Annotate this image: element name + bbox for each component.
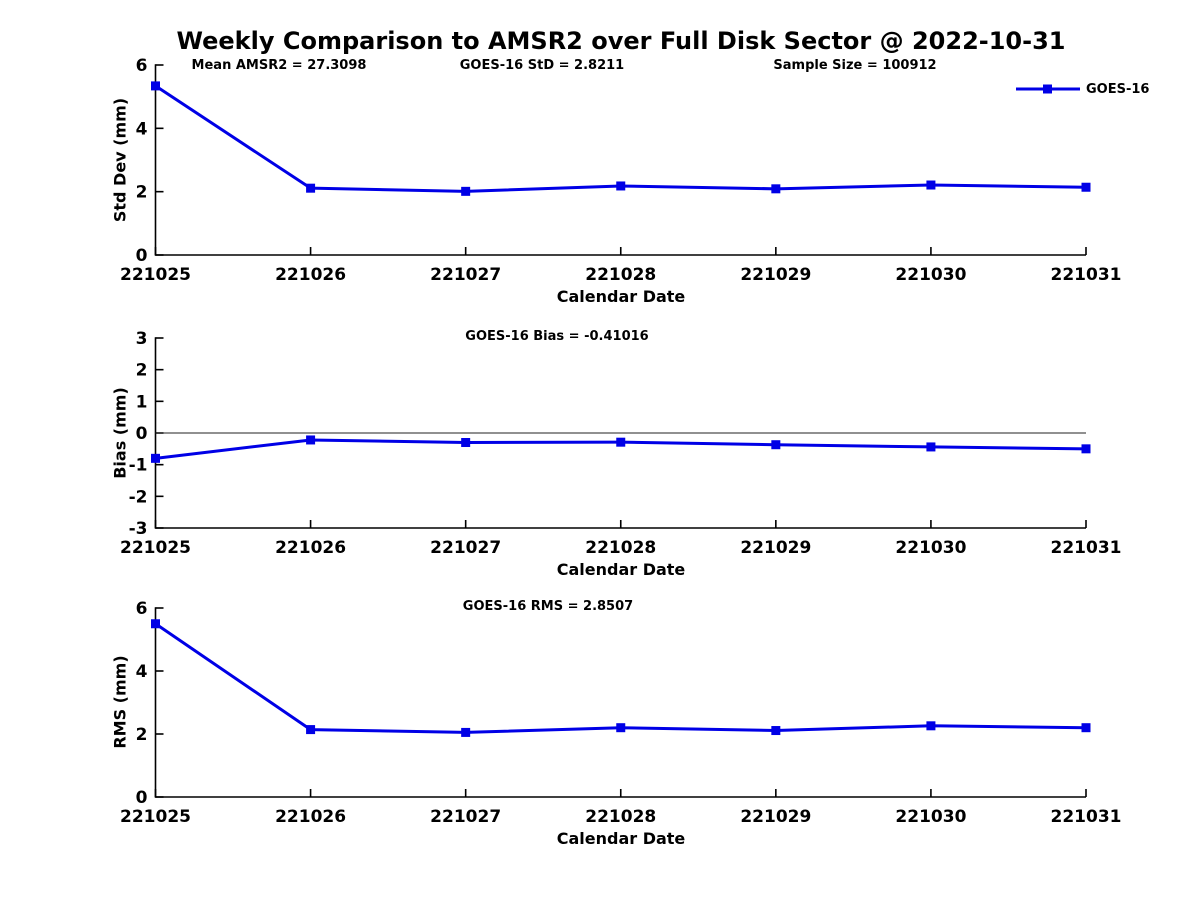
- x-tick-label: 221030: [895, 538, 966, 558]
- data-point-marker: [616, 723, 626, 733]
- x-tick-label: 221027: [430, 807, 501, 827]
- x-tick-label: 221028: [585, 538, 656, 558]
- x-tick-label: 221028: [585, 265, 656, 285]
- x-axis-label-calendar-date: Calendar Date: [556, 560, 686, 579]
- y-tick-label: 2: [136, 725, 148, 745]
- data-point-marker: [771, 184, 781, 194]
- x-axis-label-calendar-date: Calendar Date: [556, 287, 686, 306]
- x-tick-label: 221030: [895, 265, 966, 285]
- y-tick-label: 2: [136, 183, 148, 203]
- x-tick-label: 221027: [430, 538, 501, 558]
- y-tick-label: 1: [136, 392, 148, 412]
- y-tick-label: 0: [136, 246, 148, 266]
- y-tick-label: 0: [136, 424, 148, 444]
- x-tick-label: 221025: [120, 265, 191, 285]
- legend-line-marker-swatch: [1016, 84, 1080, 94]
- x-tick-label: 221031: [1051, 265, 1122, 285]
- x-tick-label: 221031: [1051, 538, 1122, 558]
- x-tick-label: 221025: [120, 807, 191, 827]
- data-point-marker: [306, 435, 316, 445]
- y-axis-label-rms: RMS (mm): [110, 655, 130, 749]
- y-tick-label: 6: [136, 599, 148, 619]
- x-axis-label-calendar-date: Calendar Date: [556, 829, 686, 848]
- data-point-marker: [306, 725, 316, 735]
- data-point-marker: [771, 726, 781, 736]
- x-tick-label: 221029: [740, 265, 811, 285]
- subplot-std-dev: 0 2 4 6 221025 221026 221027 221028 221029 221030…: [120, 56, 1121, 285]
- data-point-marker: [461, 438, 471, 447]
- data-point-marker: [926, 180, 936, 190]
- x-tick-label: 221028: [585, 807, 656, 827]
- y-tick-label: 3: [136, 329, 148, 349]
- x-tick-label: 221029: [740, 538, 811, 558]
- data-point-marker: [1081, 444, 1091, 454]
- y-axis-label-std-dev: Std Dev (mm): [110, 97, 130, 223]
- data-line-goes16: [154, 84, 1087, 193]
- y-tick-label: 0: [136, 788, 148, 808]
- x-tick-label: 221026: [275, 265, 346, 285]
- data-line-goes16: [154, 622, 1087, 734]
- data-point-marker: [926, 721, 936, 731]
- data-point-marker: [151, 81, 160, 91]
- y-tick-label: 4: [136, 662, 148, 682]
- subplot-bias: -3 -2 -1 0 1 2 3 221025 221026 221027 221028 221029…: [120, 329, 1121, 558]
- x-tick-label: 221029: [740, 807, 811, 827]
- y-tick-label: -3: [129, 519, 148, 539]
- y-tick-label: -1: [129, 456, 148, 476]
- data-point-marker: [151, 453, 160, 463]
- data-point-marker: [461, 186, 471, 196]
- x-tick-label: 221031: [1051, 807, 1122, 827]
- annotation-goes16-rms: GOES-16 RMS = 2.8507: [462, 599, 634, 614]
- data-point-marker: [1081, 723, 1091, 733]
- data-point-marker: [306, 183, 316, 193]
- annotation-goes16-std: GOES-16 StD = 2.8211: [459, 58, 625, 73]
- x-tick-label: 221025: [120, 538, 191, 558]
- data-point-marker: [771, 440, 781, 450]
- legend-goes16-label: GOES-16: [1086, 81, 1150, 97]
- data-point-marker: [616, 181, 626, 191]
- chart-title: Weekly Comparison to AMSR2 over Full Dis…: [176, 27, 1066, 55]
- x-tick-label: 221030: [895, 807, 966, 827]
- y-axis-label-bias: Bias (mm): [110, 387, 130, 479]
- x-tick-label: 221026: [275, 538, 346, 558]
- x-tick-label: 221026: [275, 807, 346, 827]
- annotation-goes16-bias: GOES-16 Bias = -0.41016: [465, 329, 649, 344]
- data-point-marker: [151, 619, 160, 629]
- annotation-sample-size: Sample Size = 100912: [773, 58, 937, 73]
- data-point-marker: [1081, 182, 1091, 192]
- y-tick-label: -2: [129, 487, 148, 507]
- y-tick-label: 2: [136, 361, 148, 381]
- y-tick-label: 4: [136, 119, 148, 139]
- data-point-marker: [616, 437, 626, 447]
- x-tick-label: 221027: [430, 265, 501, 285]
- annotation-mean-amsr2: Mean AMSR2 = 27.3098: [191, 58, 367, 73]
- y-tick-label: 6: [136, 56, 148, 76]
- data-point-marker: [461, 727, 471, 737]
- subplot-rms: 0 2 4 6 221025 221026 221027 221028 221029 221030…: [120, 599, 1121, 827]
- data-point-marker: [926, 442, 936, 452]
- legend: GOES-16: [1016, 80, 1149, 98]
